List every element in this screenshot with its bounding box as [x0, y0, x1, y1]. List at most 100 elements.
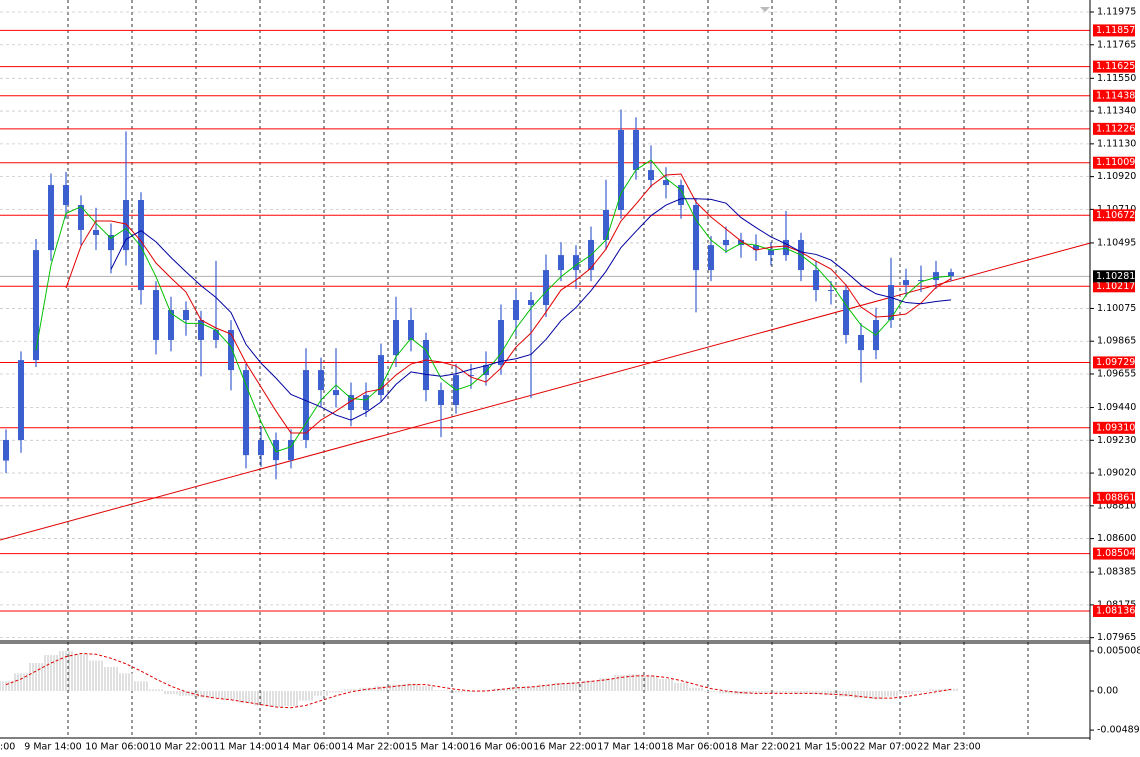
level-label-box — [1093, 547, 1135, 560]
price-panel — [0, 29, 1091, 612]
candle-body — [228, 329, 234, 371]
level-label: 1.11625 — [1096, 61, 1135, 72]
candle-body — [288, 439, 294, 461]
y-tick-label: 1.09655 — [1097, 368, 1136, 379]
candle-body — [318, 370, 324, 391]
level-label-box — [1093, 421, 1135, 434]
level-label: 1.10672 — [1096, 210, 1135, 221]
candle-body — [543, 270, 549, 306]
y-tick-label: 1.11975 — [1097, 7, 1136, 18]
shift-marker — [760, 7, 770, 12]
level-label: 1.08861 — [1096, 492, 1135, 503]
y-tick-label: 1.07965 — [1097, 632, 1136, 643]
candle-body — [408, 320, 414, 340]
candle-body — [378, 355, 384, 396]
level-label-box — [1093, 24, 1135, 37]
level-label-box — [1093, 491, 1135, 504]
candle-body — [93, 229, 99, 235]
level-label-box — [1093, 60, 1135, 73]
candle-body — [498, 320, 504, 366]
x-tick-label: :00 — [0, 742, 15, 753]
candle-body — [348, 395, 354, 411]
y-tick-label: 1.10495 — [1097, 237, 1136, 248]
y-tick-label: 1.08600 — [1097, 533, 1136, 544]
level-label-box — [1093, 280, 1135, 293]
y-tick-label: 1.11130 — [1097, 138, 1136, 149]
moving-average — [35, 159, 952, 453]
candle-body — [423, 339, 429, 391]
x-tick-label: 14 Mar 06:00 — [277, 742, 340, 753]
candle-body — [678, 185, 684, 206]
candle-body — [888, 285, 894, 320]
x-tick-label: 15 Mar 14:00 — [405, 742, 468, 753]
candle-body — [828, 290, 834, 292]
candle-body — [273, 439, 279, 461]
candle-body — [693, 205, 699, 271]
candle-body — [333, 390, 339, 396]
candle-body — [648, 170, 654, 181]
osc-y-tick-label: 0.005008 — [1097, 646, 1140, 657]
x-tick-label: 16 Mar 22:00 — [533, 742, 596, 753]
candle-body — [483, 365, 489, 376]
level-label: 1.11857 — [1096, 25, 1135, 36]
candle-body — [918, 280, 924, 282]
candle-body — [573, 255, 579, 271]
x-tick-label: 21 Mar 15:00 — [789, 742, 852, 753]
x-tick-label: 18 Mar 06:00 — [661, 742, 724, 753]
y-tick-label: 1.11550 — [1097, 73, 1136, 84]
osc-y-tick-label: -0.004893 — [1097, 725, 1140, 736]
candle-body — [858, 334, 864, 351]
x-tick-label: 9 Mar 14:00 — [24, 742, 81, 753]
candle-body — [123, 200, 129, 251]
level-label-box — [1093, 89, 1135, 102]
candle-body — [213, 329, 219, 340]
current-price-box — [1093, 270, 1135, 283]
level-label: 1.08136 — [1096, 605, 1135, 616]
candle-body — [183, 310, 189, 320]
x-tick-label: 22 Mar 23:00 — [917, 742, 980, 753]
grid — [0, 0, 1090, 738]
level-label: 1.09729 — [1096, 357, 1135, 368]
x-tick-label: 22 Mar 07:00 — [853, 742, 916, 753]
candle-body — [78, 205, 84, 230]
candle-body — [3, 439, 9, 461]
candle-body — [48, 185, 54, 251]
candle-body — [948, 272, 954, 277]
candle-body — [933, 272, 939, 281]
x-tick-label: 17 Mar 14:00 — [597, 742, 660, 753]
osc-signal — [5, 652, 952, 709]
level-label-box — [1093, 122, 1135, 135]
y-tick-label: 1.08810 — [1097, 500, 1136, 511]
x-tick-label: 11 Mar 14:00 — [213, 742, 276, 753]
candle-body — [468, 375, 474, 377]
candle-body — [708, 245, 714, 271]
candle-body — [558, 255, 564, 271]
candle-body — [303, 370, 309, 440]
y-tick-label: 1.09440 — [1097, 402, 1136, 413]
y-tick-label: 1.11765 — [1097, 39, 1136, 50]
candle-body — [663, 180, 669, 186]
candle-body — [513, 300, 519, 320]
moving-average — [65, 173, 952, 434]
level-label-box — [1093, 209, 1135, 222]
candle-body — [753, 245, 759, 251]
level-label: 1.09310 — [1096, 422, 1135, 433]
candle-body — [603, 210, 609, 240]
candle-body — [438, 390, 444, 406]
candle-body — [393, 320, 399, 356]
x-tick-label: 10 Mar 22:00 — [149, 742, 212, 753]
candle-body — [258, 439, 264, 456]
candle-body — [903, 280, 909, 286]
candle-body — [618, 129, 624, 211]
y-tick-label: 1.09865 — [1097, 336, 1136, 347]
level-label: 1.11009 — [1096, 157, 1135, 168]
y-tick-label: 1.10920 — [1097, 171, 1136, 182]
x-tick-label: 10 Mar 06:00 — [85, 742, 148, 753]
candle-body — [528, 300, 534, 306]
candle-body — [138, 200, 144, 291]
candle-body — [783, 239, 789, 256]
candle-body — [198, 320, 204, 340]
candle-body — [168, 310, 174, 340]
